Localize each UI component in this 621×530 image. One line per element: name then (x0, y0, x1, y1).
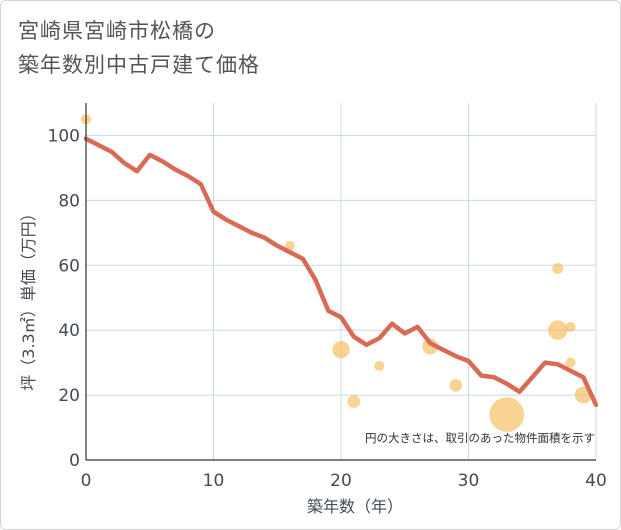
x-tick-label: 0 (81, 471, 92, 491)
bubble-layer (81, 114, 592, 432)
line-layer (83, 136, 599, 408)
data-bubble (422, 338, 439, 355)
x-tick-label: 20 (330, 471, 352, 491)
data-bubble (332, 340, 350, 359)
data-bubble (285, 240, 295, 251)
x-axis-label: 築年数（年） (307, 497, 403, 516)
data-bubble (565, 357, 576, 368)
y-tick-label: 80 (58, 191, 80, 211)
data-bubble (489, 397, 525, 432)
axis-layer: 0 20 40 60 80 100 0 10 20 30 40 (48, 103, 607, 491)
y-tick-label: 40 (58, 321, 80, 341)
chart-title-line-1: 宮崎県宮崎市松橋の (18, 19, 216, 43)
x-tick-label: 10 (203, 471, 225, 491)
y-tick-label: 60 (58, 256, 80, 276)
chart-title-line-2: 築年数別中古戸建て価格 (18, 53, 260, 77)
y-tick-label: 20 (58, 386, 80, 406)
y-tick-label: 0 (69, 451, 80, 471)
average-price-line (83, 136, 599, 408)
data-bubble (565, 321, 576, 332)
data-bubble (449, 379, 463, 392)
data-bubble (347, 395, 361, 408)
grid-layer (86, 103, 597, 460)
chart-title: 宮崎県宮崎市松橋の 築年数別中古戸建て価格 (18, 14, 260, 82)
data-bubble (552, 263, 564, 274)
data-bubble (548, 320, 568, 340)
data-bubble (374, 360, 385, 371)
y-tick-label: 100 (48, 126, 80, 146)
x-tick-label: 40 (585, 471, 607, 491)
bubble-size-note: 円の大きさは、取引のあった物件面積を示す (365, 431, 595, 445)
x-tick-label: 30 (458, 471, 480, 491)
y-axis-label: 坪（3.3㎡）単価（万円） (19, 205, 38, 390)
